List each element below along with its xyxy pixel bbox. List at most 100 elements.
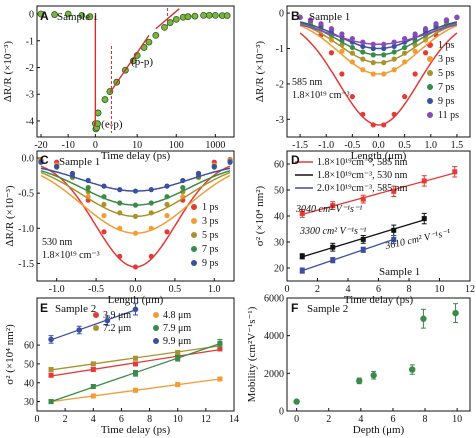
data-point — [299, 268, 305, 274]
y-tick-label: -1.0 — [18, 224, 34, 235]
data-point — [90, 393, 96, 399]
x-tick-label: 1000 — [205, 140, 225, 151]
y-tick-label: -1.5 — [18, 259, 34, 270]
data-point — [37, 10, 45, 18]
legend-marker — [191, 232, 197, 238]
x-tick-label: 100 — [169, 140, 184, 151]
data-point — [330, 203, 336, 209]
data-point — [370, 372, 377, 379]
data-point — [164, 229, 170, 235]
legend-marker — [93, 312, 99, 318]
x-axis-label: Time delay (ps) — [344, 294, 414, 306]
data-point — [299, 210, 305, 216]
legend-marker — [427, 98, 433, 104]
data-point — [360, 196, 366, 202]
data-point — [339, 48, 345, 54]
data-point — [200, 11, 207, 19]
data-point — [339, 38, 345, 44]
sample-label: Sample 1 — [57, 11, 98, 23]
y-axis-label: ΔR/R (×10⁻³) — [254, 41, 266, 103]
data-point — [132, 230, 139, 236]
data-point — [391, 56, 397, 62]
x-tick-label: 0 — [294, 414, 299, 425]
data-point — [133, 355, 138, 361]
x-tick-label: -1.0 — [318, 140, 334, 151]
x-axis-label: Length (μm) — [351, 150, 407, 162]
x-tick-label: 0.0 — [372, 140, 385, 151]
annotation-ep: (e-p) — [101, 119, 123, 131]
data-point — [318, 21, 324, 27]
x-tick-label: 10 — [452, 414, 462, 425]
annotation-wavelength: 530 nm — [42, 237, 73, 248]
fit-line — [302, 238, 394, 272]
data-point — [85, 177, 91, 184]
data-point — [443, 17, 450, 23]
data-point — [391, 236, 397, 242]
data-point — [101, 183, 107, 189]
fit-curve — [299, 23, 458, 64]
data-point — [391, 67, 397, 73]
data-point — [307, 17, 314, 23]
x-axis-label: Length (μm) — [108, 294, 164, 306]
data-point — [339, 71, 345, 77]
mobility-annotation: 3040 cm² V⁻¹s⁻¹ — [295, 204, 362, 215]
data-point — [412, 38, 418, 44]
data-point — [381, 45, 387, 52]
y-tick-label: 60 — [274, 160, 284, 171]
annotation-density: 1.8×10¹⁹ cm⁻³ — [42, 250, 100, 261]
y-tick-label: 60 — [24, 341, 34, 352]
data-point — [132, 213, 139, 219]
data-point — [370, 41, 376, 47]
legend-label: 1.8×10¹⁹cm⁻³, 585 nm — [317, 157, 408, 168]
data-point — [132, 306, 139, 313]
y-tick-label: 6000 — [264, 294, 284, 305]
data-point — [349, 50, 355, 56]
x-tick-label: 0.5 — [398, 140, 411, 151]
x-tick-label: 12 — [201, 414, 211, 425]
legend-label: 1.8×10¹⁹cm⁻³, 530 nm — [317, 170, 408, 181]
data-point — [381, 52, 387, 58]
data-point — [421, 178, 427, 184]
data-point — [360, 43, 366, 49]
data-point — [76, 327, 83, 333]
x-tick-label: 8 — [423, 414, 428, 425]
data-point — [101, 213, 107, 219]
legend-marker — [191, 204, 197, 210]
data-point — [48, 367, 54, 373]
data-point — [360, 67, 366, 73]
data-point — [360, 247, 366, 253]
y-tick-label: 0 — [279, 407, 284, 418]
data-point — [175, 355, 181, 361]
data-point — [370, 71, 376, 77]
data-point — [391, 188, 397, 194]
x-tick-label: 12 — [465, 284, 475, 295]
x-axis-label: Time delay (ps) — [101, 424, 171, 436]
data-point — [330, 244, 336, 250]
fit-curve — [299, 32, 458, 126]
legend-label: 7.9 μm — [163, 323, 191, 334]
y-axis-label: σ² (×10⁴ nm²) — [254, 185, 266, 246]
data-point — [339, 42, 345, 48]
fit-curve — [299, 21, 458, 50]
data-point — [339, 31, 345, 37]
data-point — [349, 35, 355, 42]
y-tick-label: 50 — [24, 359, 34, 370]
data-point — [370, 52, 376, 58]
data-point — [48, 372, 54, 378]
data-point — [117, 200, 123, 206]
x-tick-label: 1.5 — [451, 140, 464, 151]
legend-marker — [93, 325, 99, 331]
x-tick-label: 1.0 — [208, 284, 221, 295]
data-point — [349, 44, 355, 51]
data-point — [195, 170, 202, 177]
data-point — [360, 111, 366, 117]
data-point — [370, 122, 376, 128]
data-point — [328, 26, 335, 32]
x-tick-label: -0.5 — [344, 140, 360, 151]
sample-label: Sample 2 — [307, 303, 348, 315]
x-axis-label: Time delay (ps) — [101, 150, 171, 162]
fit-line — [50, 309, 136, 341]
x-tick-label: 0 — [93, 140, 98, 151]
legend-label: 3.9 μm — [103, 310, 131, 321]
x-tick-label: 6 — [390, 414, 395, 425]
